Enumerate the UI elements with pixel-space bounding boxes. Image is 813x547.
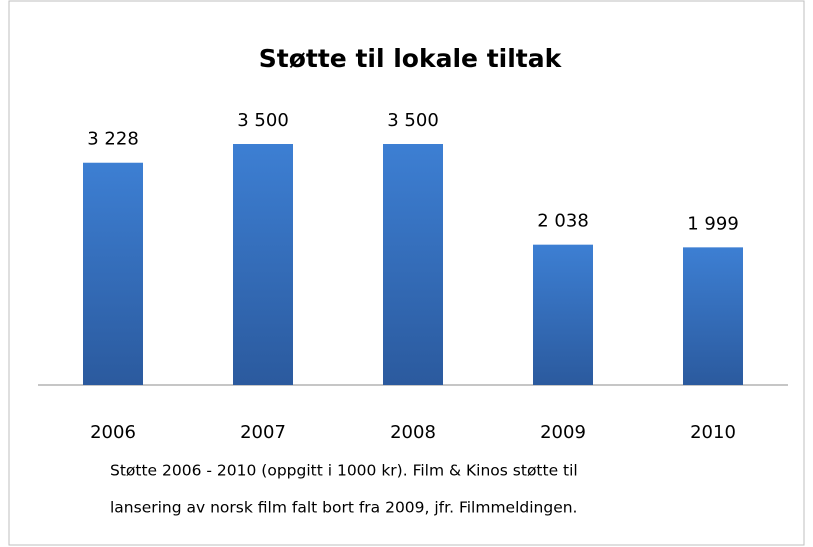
value-label: 2 038 — [537, 211, 589, 232]
bar — [83, 162, 143, 385]
bar — [233, 144, 293, 385]
bar — [683, 247, 743, 385]
bar — [533, 244, 593, 385]
value-label: 3 500 — [237, 110, 289, 131]
x-tick-label: 2010 — [690, 422, 736, 443]
x-tick-label: 2007 — [240, 422, 286, 443]
value-label: 1 999 — [687, 213, 739, 234]
bar — [383, 144, 443, 385]
value-label: 3 500 — [387, 110, 439, 131]
x-tick-label: 2008 — [390, 422, 436, 443]
x-tick-label: 2006 — [90, 422, 136, 443]
chart-title: Støtte til lokale tiltak — [259, 44, 563, 73]
value-label: 3 228 — [87, 129, 139, 150]
caption: lansering av norsk film falt bort fra 20… — [110, 499, 577, 517]
x-tick-label: 2009 — [540, 422, 586, 443]
caption: Støtte 2006 - 2010 (oppgitt i 1000 kr). … — [110, 462, 578, 480]
